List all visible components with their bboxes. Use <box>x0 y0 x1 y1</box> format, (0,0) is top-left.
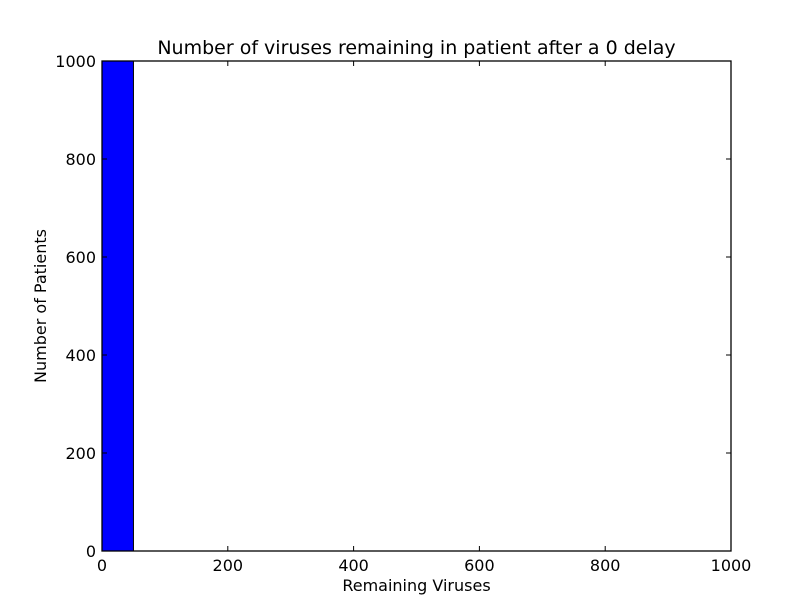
x-axis-label: Remaining Viruses <box>342 576 490 595</box>
y-tick-label-4: 800 <box>65 150 96 169</box>
chart-title: Number of viruses remaining in patient a… <box>157 37 675 59</box>
x-tick-label-3: 600 <box>464 556 495 575</box>
bars-layer <box>101 60 134 552</box>
x-tick-label-5: 1000 <box>711 556 752 575</box>
ticks-layer: 0 200 400 600 800 1000 0 200 400 600 800 1000 <box>55 52 751 575</box>
x-tick-label-0: 0 <box>97 556 107 575</box>
y-tick-label-3: 600 <box>65 248 96 267</box>
y-axis-label: Number of Patients <box>31 229 50 383</box>
x-tick-label-2: 400 <box>338 556 369 575</box>
axes-frame <box>101 60 732 552</box>
x-tick-label-1: 200 <box>213 556 244 575</box>
y-tick-label-5: 1000 <box>55 52 96 71</box>
histogram-bar-0 <box>101 60 134 552</box>
y-tick-label-2: 400 <box>65 346 96 365</box>
y-tick-label-0: 0 <box>86 542 96 561</box>
x-tick-label-4: 800 <box>590 556 621 575</box>
y-tick-label-1: 200 <box>65 444 96 463</box>
